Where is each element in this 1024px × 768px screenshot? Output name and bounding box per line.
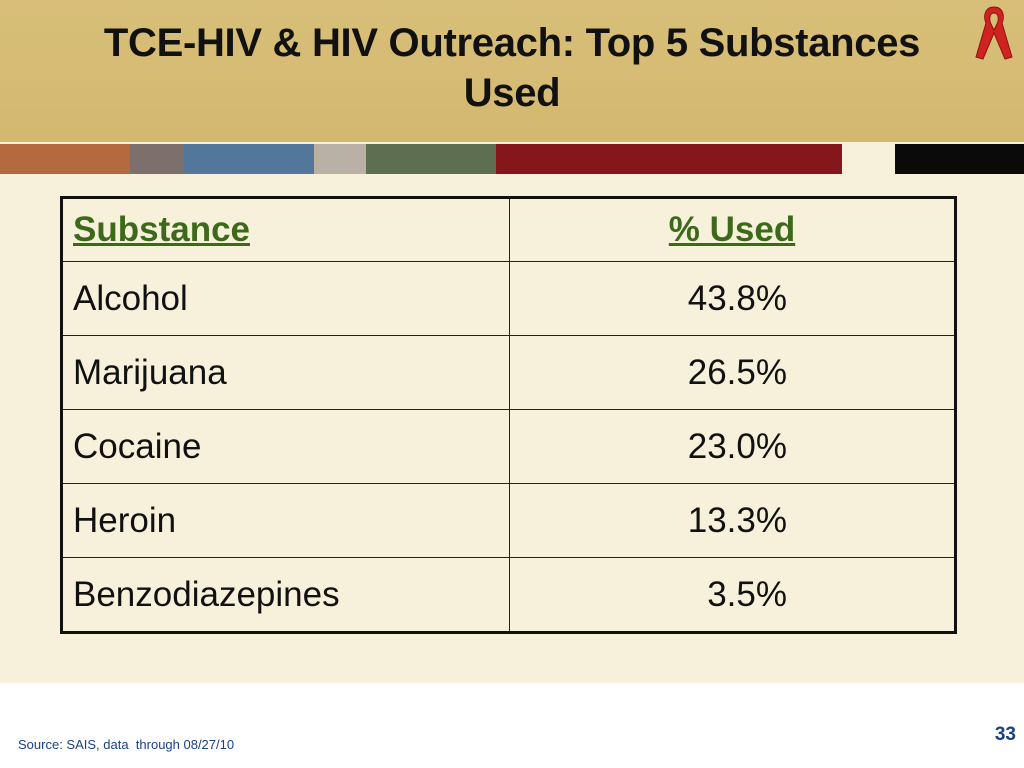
source-note: Source: SAIS, data through 08/27/10 <box>18 737 235 752</box>
substance-cell: Cocaine <box>61 409 510 484</box>
percent-cell: 13.3% <box>509 483 956 558</box>
percent-value: 43.8% <box>687 278 787 318</box>
percent-cell: 26.5% <box>509 335 956 410</box>
color-stripe <box>0 144 130 174</box>
percent-value: 3.5% <box>707 574 787 614</box>
percent-value: 13.3% <box>687 500 787 540</box>
color-stripe <box>366 144 496 174</box>
slide-title: TCE-HIV & HIV Outreach: Top 5 Substances… <box>40 18 984 118</box>
table-row: Marijuana 26.5% <box>61 335 956 410</box>
percent-cell: 43.8% <box>509 261 956 336</box>
column-header-percent-used: % Used <box>509 197 956 262</box>
table-row: Alcohol 43.8% <box>61 261 956 336</box>
color-stripe <box>184 144 314 174</box>
substance-cell: Benzodiazepines <box>61 557 510 633</box>
substance-cell: Heroin <box>61 483 510 558</box>
percent-value: 23.0% <box>687 426 787 466</box>
percent-cell: 23.0% <box>509 409 956 484</box>
table-row: Benzodiazepines 3.5% <box>61 557 956 633</box>
percent-cell: 3.5% <box>509 557 956 633</box>
title-banner: TCE-HIV & HIV Outreach: Top 5 Substances… <box>0 0 1024 142</box>
slide-title-line-1: TCE-HIV & HIV Outreach: Top 5 Substances <box>103 21 921 65</box>
substances-table: Substance % Used Alcohol 43.8% Marijuana… <box>60 196 957 634</box>
substance-cell: Marijuana <box>61 335 510 410</box>
substance-cell: Alcohol <box>61 261 510 336</box>
color-stripe <box>130 144 184 174</box>
page-number: 33 <box>994 724 1016 745</box>
slide-title-line-2: Used <box>463 71 561 115</box>
color-stripe <box>314 144 366 174</box>
color-stripe <box>842 144 895 174</box>
table-row: Cocaine 23.0% <box>61 409 956 484</box>
table-row: Heroin 13.3% <box>61 483 956 558</box>
table-header-row: Substance % Used <box>61 197 956 262</box>
red-ribbon-icon <box>975 6 1013 60</box>
color-stripe <box>895 144 1024 174</box>
percent-value: 26.5% <box>687 352 787 392</box>
color-stripe <box>496 144 842 174</box>
column-header-substance: Substance <box>61 197 510 262</box>
